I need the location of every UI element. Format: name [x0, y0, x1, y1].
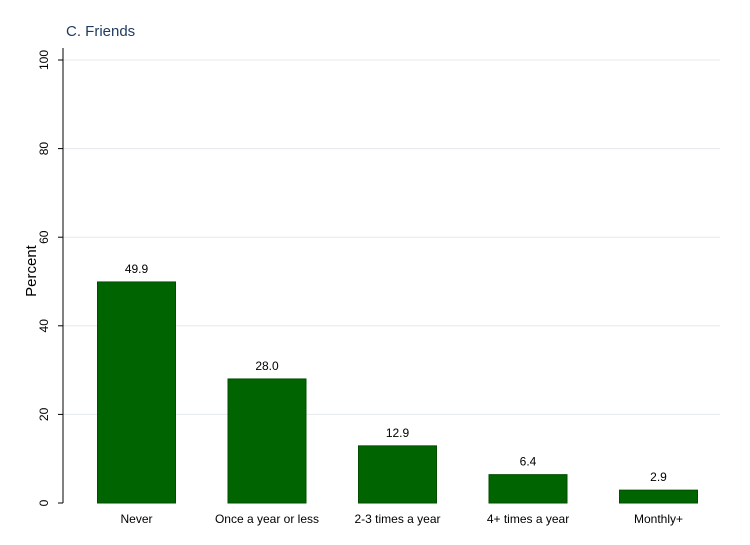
bars [97, 281, 698, 504]
x-tick-label: Never [120, 512, 152, 526]
x-tick-label: Monthly+ [634, 512, 683, 526]
data-label: 49.9 [125, 262, 149, 276]
bar [619, 489, 698, 504]
data-labels: 49.9 28.0 12.9 6.4 2.9 [125, 262, 667, 484]
bar [488, 474, 568, 504]
y-tick-label: 40 [37, 319, 51, 333]
bar [97, 281, 176, 504]
data-label: 28.0 [255, 359, 279, 373]
x-tick-label: 2-3 times a year [354, 512, 440, 526]
data-label: 6.4 [520, 455, 537, 469]
data-label: 2.9 [650, 470, 667, 484]
y-axis-label: Percent [23, 244, 40, 297]
x-tick-label: Once a year or less [215, 512, 319, 526]
x-tick-label: 4+ times a year [487, 512, 569, 526]
y-tick-label: 80 [37, 142, 51, 156]
y-axis-ticks: 0 20 40 60 80 100 [37, 50, 63, 506]
y-tick-label: 0 [37, 499, 51, 506]
bar [358, 445, 437, 504]
y-tick-label: 100 [37, 50, 51, 70]
bar [227, 378, 307, 504]
data-label: 12.9 [386, 426, 410, 440]
chart-title: C. Friends [66, 23, 135, 40]
y-tick-label: 60 [37, 230, 51, 244]
y-tick-label: 20 [37, 407, 51, 421]
x-axis-ticks: Never Once a year or less 2-3 times a year… [120, 512, 683, 526]
